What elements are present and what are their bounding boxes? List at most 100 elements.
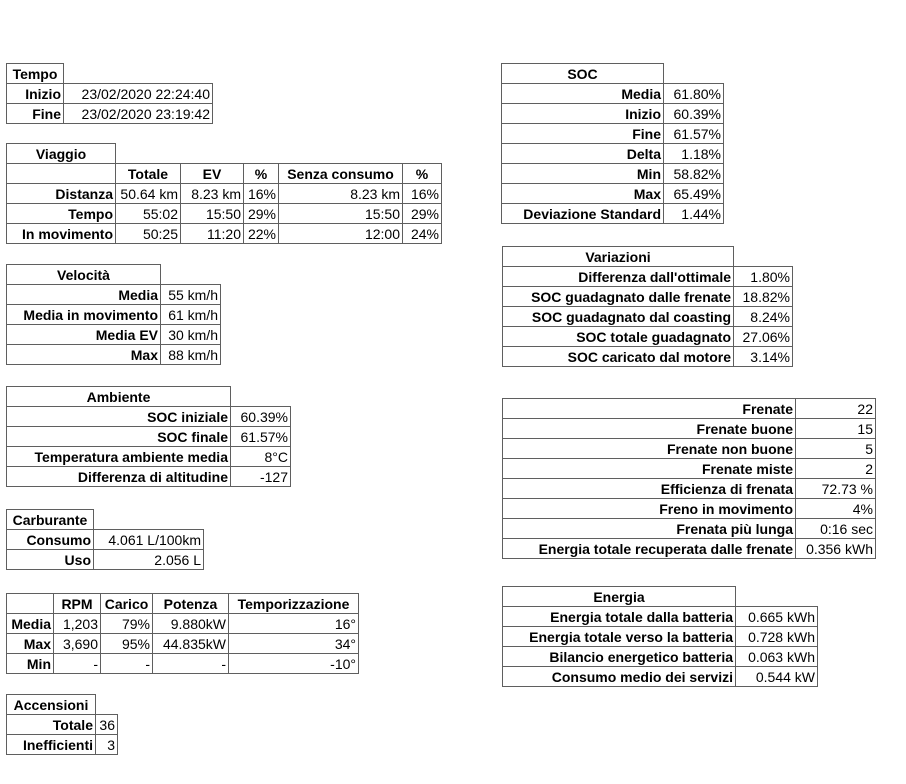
cell-value: 29% xyxy=(243,203,279,224)
frenate-row: Frenate non buone 5 xyxy=(502,438,876,459)
frenate-row: Energia totale recuperata dalle frenate 0… xyxy=(502,538,876,559)
row-label: Differenza dall'ottimale xyxy=(502,266,734,287)
row-label: In movimento xyxy=(6,223,116,244)
row-label: Max xyxy=(501,183,664,204)
cell-value: 27.06% xyxy=(733,326,793,347)
row-label: Inefficienti xyxy=(6,734,96,755)
tempo-table-title: Tempo xyxy=(6,63,64,84)
tempo-title-row: Tempo xyxy=(6,63,213,84)
motore-column-header-row: RPM Carico Potenza Temporizzazione xyxy=(6,593,359,614)
ambiente-row: SOC iniziale 60.39% xyxy=(6,406,291,427)
title-spacer xyxy=(64,64,213,84)
row-label: Consumo medio dei servizi xyxy=(502,666,736,687)
motore-row: Max 3,690 95% 44.835kW 34° xyxy=(6,633,359,654)
variazioni-title-row: Variazioni xyxy=(502,246,793,267)
ambiente-row: SOC finale 61.57% xyxy=(6,426,291,447)
frenate-row: Freno in movimento 4% xyxy=(502,498,876,519)
carburante-table-title: Carburante xyxy=(6,509,94,530)
cell-value: 23/02/2020 22:24:40 xyxy=(63,83,213,104)
column-header: Carico xyxy=(100,593,153,614)
cell-value: 58.82% xyxy=(663,163,724,184)
row-label: Energia totale verso la batteria xyxy=(502,626,736,647)
ambiente-table-title: Ambiente xyxy=(6,386,231,407)
accensioni-row: Inefficienti 3 xyxy=(6,734,118,755)
column-header: % xyxy=(402,163,442,184)
cell-value: 50.64 km xyxy=(115,183,181,204)
accensioni-title-row: Accensioni xyxy=(6,694,118,715)
column-header: Temporizzazione xyxy=(228,593,359,614)
tempo-row: Inizio 23/02/2020 22:24:40 xyxy=(6,83,213,104)
cell-value: 55:02 xyxy=(115,203,181,224)
row-label: Bilancio energetico batteria xyxy=(502,646,736,667)
environment-table: Ambiente SOC iniziale 60.39% SOC finale 61.5… xyxy=(6,386,291,487)
row-label: Fine xyxy=(501,123,664,144)
variazioni-row: SOC guadagnato dalle frenate 18.82% xyxy=(502,286,793,307)
row-label: Energia totale recuperata dalle frenate xyxy=(502,538,796,559)
cell-value: 8.24% xyxy=(733,306,793,327)
cell-value: 12:00 xyxy=(278,223,403,244)
column-header xyxy=(6,163,116,184)
title-spacer xyxy=(736,587,818,607)
title-spacer xyxy=(161,265,221,285)
frenate-row: Efficienza di frenata 72.73 % xyxy=(502,478,876,499)
cell-value: 8.23 km xyxy=(278,183,403,204)
cell-value: 16° xyxy=(228,613,359,634)
row-label: Fine xyxy=(6,103,64,124)
soc-table: SOC Media 61.80% Inizio 60.39% Fine 61.57% Delt… xyxy=(501,63,724,224)
soc-row: Media 61.80% xyxy=(501,83,724,104)
cell-value: 8.23 km xyxy=(180,183,244,204)
cell-value: 79% xyxy=(100,613,153,634)
energia-row: Bilancio energetico batteria 0.063 kWh xyxy=(502,646,818,667)
energia-row: Energia totale verso la batteria 0.728 kW… xyxy=(502,626,818,647)
tempo-table: Tempo Inizio 23/02/2020 22:24:40 Fine 23/02/… xyxy=(6,63,213,124)
cell-value: - xyxy=(100,653,153,674)
carburante-row: Consumo 4.061 L/100km xyxy=(6,529,204,550)
cell-value: 15:50 xyxy=(278,203,403,224)
viaggio-table-title: Viaggio xyxy=(6,143,116,164)
cell-value: 30 km/h xyxy=(160,324,221,345)
cell-value: 0.728 kWh xyxy=(735,626,818,647)
velocita-row: Max 88 km/h xyxy=(6,344,221,365)
cell-value: -127 xyxy=(230,466,291,487)
cell-value: 34° xyxy=(228,633,359,654)
title-spacer xyxy=(94,510,204,530)
cell-value: 15:50 xyxy=(180,203,244,224)
row-label: Inizio xyxy=(6,83,64,104)
variazioni-row: SOC caricato dal motore 3.14% xyxy=(502,346,793,367)
soc-row: Deviazione Standard 1.44% xyxy=(501,203,724,224)
cell-value: 4% xyxy=(795,498,876,519)
cell-value: 29% xyxy=(402,203,442,224)
velocita-row: Media EV 30 km/h xyxy=(6,324,221,345)
variazioni-row: SOC guadagnato dal coasting 8.24% xyxy=(502,306,793,327)
cell-value: 61.80% xyxy=(663,83,724,104)
velocita-row: Media 55 km/h xyxy=(6,284,221,305)
cell-value: 72.73 % xyxy=(795,478,876,499)
frenate-row: Frenate 22 xyxy=(502,398,876,419)
cell-value: -10° xyxy=(228,653,359,674)
energy-table: Energia Energia totale dalla batteria 0.66… xyxy=(502,586,818,687)
soc-row: Delta 1.18% xyxy=(501,143,724,164)
row-label: Frenate non buone xyxy=(502,438,796,459)
column-header: Totale xyxy=(115,163,181,184)
cell-value: 9.880kW xyxy=(152,613,229,634)
cell-value: 24% xyxy=(402,223,442,244)
ambiente-title-row: Ambiente xyxy=(6,386,291,407)
cell-value: 3,690 xyxy=(53,633,101,654)
motore-row: Media 1,203 79% 9.880kW 16° xyxy=(6,613,359,634)
braking-table: Frenate 22 Frenate buone 15 Frenate non buon… xyxy=(502,398,876,559)
cell-value: 11:20 xyxy=(180,223,244,244)
energia-row: Consumo medio dei servizi 0.544 kW xyxy=(502,666,818,687)
soc-row: Fine 61.57% xyxy=(501,123,724,144)
soc-table-title: SOC xyxy=(501,63,664,84)
soc-row: Max 65.49% xyxy=(501,183,724,204)
cell-value: - xyxy=(152,653,229,674)
row-label: Uso xyxy=(6,549,94,570)
column-header: Senza consumo xyxy=(278,163,403,184)
fuel-table: Carburante Consumo 4.061 L/100km Uso 2.056 L xyxy=(6,509,204,570)
variazioni-row: SOC totale guadagnato 27.06% xyxy=(502,326,793,347)
energia-row: Energia totale dalla batteria 0.665 kWh xyxy=(502,606,818,627)
row-label: SOC guadagnato dal coasting xyxy=(502,306,734,327)
row-label: Delta xyxy=(501,143,664,164)
viaggio-row: In movimento 50:25 11:20 22% 12:00 24% xyxy=(6,223,442,244)
